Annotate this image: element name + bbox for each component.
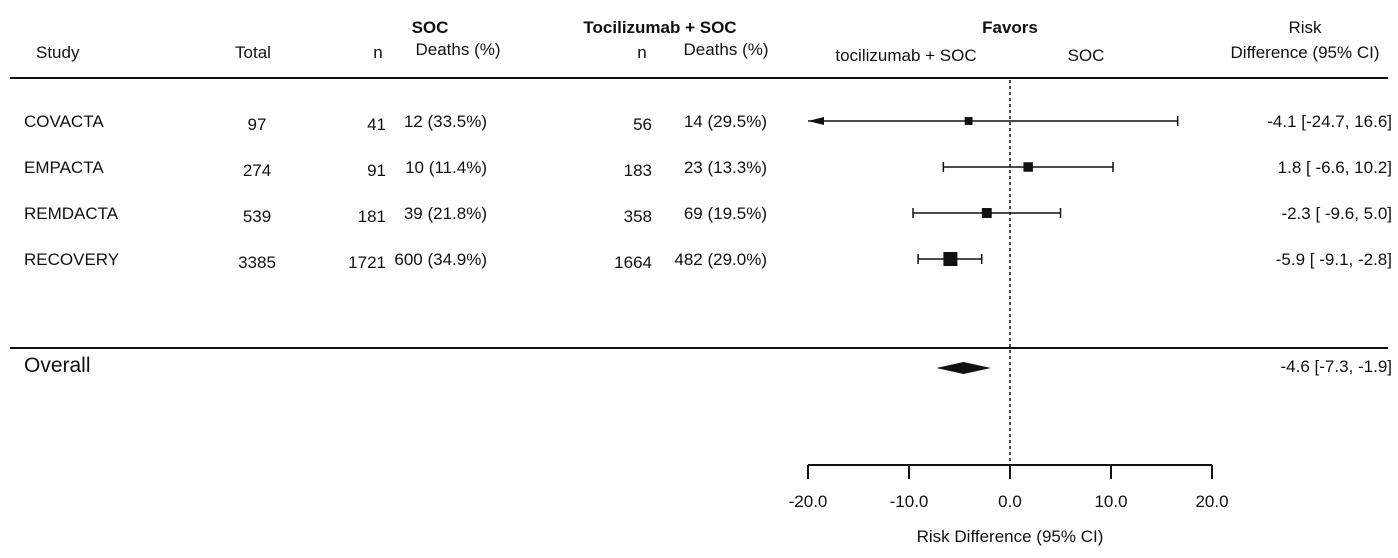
total-column-header: Total [235, 43, 271, 62]
point-estimate [943, 252, 958, 266]
total-cell: 3385 [238, 253, 276, 272]
tocilizumab-n-cell: 56 [633, 115, 652, 134]
point-estimate [981, 208, 992, 218]
study-name: REMDACTA [24, 204, 119, 223]
tocilizumab-n-cell: 1664 [614, 253, 652, 272]
tocilizumab-n-cell: 183 [623, 161, 652, 180]
soc-n-cell: 41 [367, 115, 386, 134]
tocilizumab-deaths-cell: 23 (13.3%) [683, 158, 767, 177]
point-estimate [1023, 162, 1033, 172]
x-tick-label: 10.0 [1094, 492, 1128, 511]
point-estimate [964, 117, 973, 125]
x-tick-label: 20.0 [1195, 492, 1229, 511]
body-rule [10, 347, 1388, 349]
soc-n-column-header: n [373, 43, 383, 62]
tocilizumab-group-header: Tocilizumab + SOC [583, 18, 737, 37]
soc-deaths-column-header: Deaths (%) [415, 40, 501, 59]
ci-truncation-arrow [808, 117, 824, 125]
x-axis-label: Risk Difference (95% CI) [916, 527, 1104, 546]
x-tick-label: -20.0 [788, 492, 828, 511]
soc-n-cell: 1721 [348, 253, 386, 272]
risk-difference-cell: -4.1 [-24.7, 16.6] [1267, 112, 1392, 131]
study-name: COVACTA [24, 112, 104, 131]
favors-left-label: tocilizumab + SOC [835, 46, 977, 65]
soc-deaths-cell: 10 (11.4%) [405, 158, 487, 177]
study-column-header: Study [36, 43, 80, 62]
risk-difference-cell: -5.9 [ -9.1, -2.8] [1275, 250, 1392, 269]
tocilizumab-n-column-header: n [637, 43, 647, 62]
risk-difference-cell: -2.3 [ -9.6, 5.0] [1281, 204, 1392, 223]
total-cell: 274 [242, 161, 272, 180]
x-tick-label: 0.0 [998, 492, 1022, 511]
soc-deaths-cell: 600 (34.9%) [394, 250, 487, 269]
risk-header-line2: Difference (95% CI) [1230, 43, 1380, 62]
total-cell: 97 [247, 115, 267, 134]
tocilizumab-deaths-cell: 69 (19.5%) [683, 204, 767, 223]
risk-header-line1: Risk [1288, 18, 1322, 37]
risk-difference-cell: 1.8 [ -6.6, 10.2] [1277, 158, 1392, 177]
overall-label: Overall [24, 354, 91, 377]
total-cell: 539 [242, 207, 272, 226]
soc-n-cell: 181 [357, 207, 386, 226]
x-tick-label: -10.0 [889, 492, 929, 511]
soc-deaths-cell: 39 (21.8%) [403, 204, 487, 223]
soc-deaths-cell: 12 (33.5%) [403, 112, 487, 131]
overall-diamond [936, 362, 991, 374]
header-rule [10, 77, 1388, 79]
overall-risk-difference: -4.6 [-7.3, -1.9] [1280, 357, 1393, 376]
tocilizumab-deaths-column-header: Deaths (%) [683, 40, 769, 59]
favors-right-label: SOC [1067, 46, 1105, 65]
soc-group-header: SOC [411, 18, 449, 37]
tocilizumab-deaths-cell: 482 (29.0%) [674, 250, 767, 269]
study-name: RECOVERY [24, 250, 120, 269]
study-name: EMPACTA [24, 158, 104, 177]
favors-header: Favors [982, 18, 1038, 37]
soc-n-cell: 91 [367, 161, 386, 180]
tocilizumab-n-cell: 358 [623, 207, 652, 226]
tocilizumab-deaths-cell: 14 (29.5%) [683, 112, 767, 131]
